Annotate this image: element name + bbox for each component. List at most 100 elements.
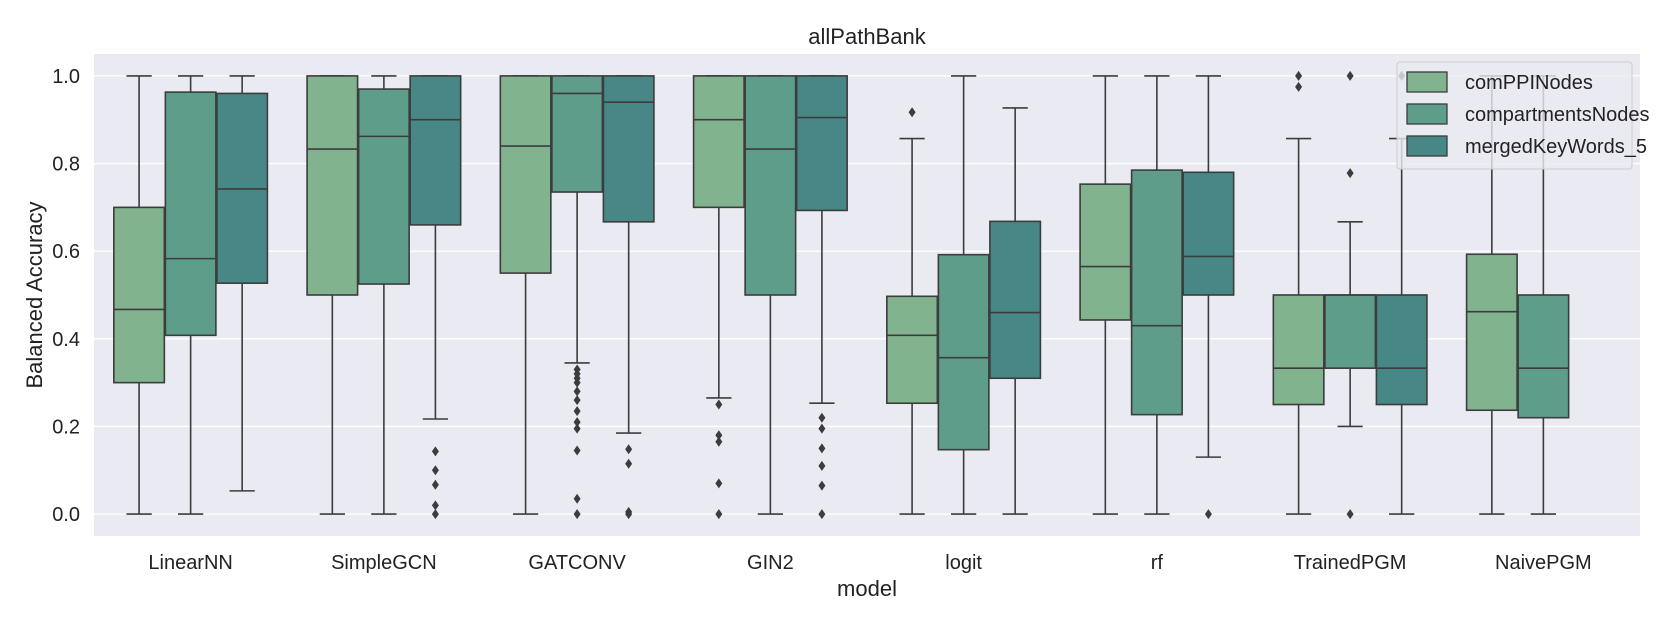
outlier-point	[818, 412, 826, 423]
y-tick-label: 0.8	[52, 154, 80, 176]
iqr-box	[886, 295, 939, 405]
outlier-point	[625, 509, 633, 520]
x-tick-label: logit	[945, 552, 982, 574]
outlier-point	[431, 500, 439, 511]
outlier-point	[818, 509, 826, 520]
box-comPPINodes-NaivePGM	[1465, 75, 1518, 515]
x-axis-label: model	[837, 576, 897, 601]
box-mergedKeyWords_5-GATCONV	[602, 75, 655, 520]
y-tick-label: 0.0	[52, 504, 80, 526]
y-tick-label: 0.4	[52, 329, 80, 351]
y-axis-ticks: 0.0 0.2 0.4 0.6 0.8 1.0	[52, 66, 80, 526]
box-compartmentsNodes-SimpleGCN	[357, 75, 410, 515]
legend-label: comPPINodes	[1465, 72, 1593, 94]
y-tick-label: 1.0	[52, 66, 80, 88]
outlier-point	[1295, 81, 1303, 92]
outlier-point	[573, 423, 581, 434]
outlier-point	[573, 386, 581, 397]
outlier-point	[715, 399, 723, 410]
box-mergedKeyWords_5-SimpleGCN	[409, 75, 462, 520]
iqr-box	[1079, 183, 1132, 321]
x-tick-label: NaivePGM	[1495, 552, 1592, 574]
box-mergedKeyWords_5-LinearNN	[216, 75, 269, 492]
iqr-box	[937, 253, 990, 451]
legend-swatch	[1406, 71, 1448, 93]
outlier-point	[573, 417, 581, 428]
outlier-point	[715, 430, 723, 441]
outlier-point	[431, 465, 439, 476]
outlier-point	[715, 509, 723, 520]
box-comPPINodes-TrainedPGM	[1272, 70, 1325, 515]
outlier-point	[573, 406, 581, 417]
outlier-point	[1346, 70, 1354, 81]
outlier-point	[431, 446, 439, 457]
y-tick-label: 0.6	[52, 241, 80, 263]
iqr-box	[989, 220, 1042, 380]
box-comPPINodes-SimpleGCN	[306, 75, 359, 515]
box-compartmentsNodes-GATCONV	[551, 75, 604, 520]
legend-swatch	[1406, 135, 1448, 157]
outlier-point	[818, 480, 826, 491]
box-compartmentsNodes-TrainedPGM	[1324, 70, 1377, 520]
legend-swatch	[1406, 103, 1448, 125]
box-groups	[113, 70, 1570, 520]
outlier-point	[573, 445, 581, 456]
outlier-point	[715, 436, 723, 447]
box-comPPINodes-logit	[886, 107, 939, 515]
outlier-point	[818, 423, 826, 434]
iqr-box	[602, 75, 655, 223]
outlier-point	[1346, 509, 1354, 520]
box-mergedKeyWords_5-GIN2	[795, 75, 848, 520]
outlier-point	[1295, 70, 1303, 81]
y-axis-label: Balanced Accuracy	[22, 201, 47, 388]
outlier-point	[431, 509, 439, 520]
outlier-point	[908, 107, 916, 118]
iqr-box	[1324, 294, 1377, 369]
box-comPPINodes-rf	[1079, 75, 1132, 515]
x-tick-label: SimpleGCN	[331, 552, 437, 574]
iqr-box	[795, 75, 848, 212]
iqr-box	[306, 75, 359, 296]
legend-label: mergedKeyWords_5	[1465, 136, 1647, 158]
box-compartmentsNodes-GIN2	[744, 75, 797, 515]
y-tick-label: 0.2	[52, 416, 80, 438]
x-axis-ticks: LinearNN SimpleGCN GATCONV GIN2 logit rf Train…	[148, 552, 1591, 574]
legend-label: compartmentsNodes	[1465, 104, 1650, 126]
iqr-box	[1517, 294, 1570, 419]
box-compartmentsNodes-rf	[1130, 75, 1183, 515]
box-comPPINodes-LinearNN	[113, 75, 166, 515]
iqr-box	[113, 206, 166, 384]
outlier-point	[625, 458, 633, 469]
outlier-point	[818, 443, 826, 454]
box-compartmentsNodes-LinearNN	[164, 75, 217, 515]
iqr-box	[744, 75, 797, 296]
iqr-box	[551, 75, 604, 193]
iqr-box	[499, 75, 552, 274]
iqr-box	[1375, 294, 1428, 406]
outlier-point	[431, 479, 439, 490]
box-comPPINodes-GATCONV	[499, 75, 552, 515]
chart-title: allPathBank	[808, 24, 926, 49]
iqr-box	[357, 88, 410, 285]
iqr-box	[692, 75, 745, 209]
legend: comPPINodes compartmentsNodes mergedKeyWor…	[1396, 61, 1650, 170]
iqr-box	[164, 91, 217, 337]
box-mergedKeyWords_5-logit	[989, 107, 1042, 515]
iqr-box	[1465, 253, 1518, 412]
outlier-point	[573, 377, 581, 388]
box-comPPINodes-GIN2	[692, 75, 745, 520]
iqr-box	[1182, 171, 1235, 296]
x-tick-label: GIN2	[747, 552, 794, 574]
iqr-box	[1272, 294, 1325, 406]
iqr-box	[1130, 169, 1183, 416]
outlier-point	[1204, 509, 1212, 520]
iqr-box	[409, 75, 462, 226]
outlier-point	[1346, 168, 1354, 179]
outlier-point	[573, 509, 581, 520]
box-mergedKeyWords_5-rf	[1182, 75, 1235, 520]
outlier-point	[573, 395, 581, 406]
outlier-point	[573, 493, 581, 504]
x-tick-label: TrainedPGM	[1294, 552, 1407, 574]
outlier-point	[715, 478, 723, 489]
